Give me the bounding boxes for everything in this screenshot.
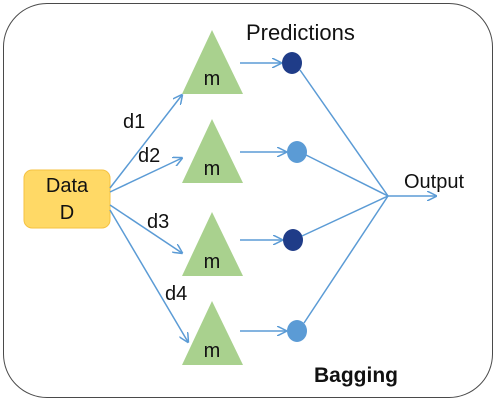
- data-box-label-line1: Data: [46, 175, 89, 197]
- subset-arrow-1: [109, 95, 182, 189]
- bagging-label: Bagging: [314, 364, 398, 387]
- model-label-1: m: [204, 68, 221, 90]
- aggregate-line-4: [303, 195, 389, 324]
- prediction-circle-1: [282, 52, 302, 74]
- subset-arrow-4: [109, 209, 188, 342]
- model-label-3: m: [204, 251, 221, 273]
- prediction-circle-2: [287, 141, 307, 163]
- model-triangle-4: [182, 301, 243, 365]
- subset-label-d1: d1: [123, 111, 145, 133]
- prediction-circle-3: [283, 229, 303, 251]
- predictions-label: Predictions: [246, 20, 355, 45]
- subset-label-d3: d3: [147, 211, 169, 233]
- data-box-label-line2: D: [60, 202, 74, 224]
- subset-label-d2: d2: [138, 145, 160, 167]
- subset-arrow-2: [109, 158, 182, 193]
- aggregate-line-3: [301, 195, 389, 237]
- model-label-2: m: [204, 158, 221, 180]
- model-triangle-1: [182, 30, 243, 94]
- aggregate-line-2: [305, 154, 389, 197]
- output-label: Output: [404, 171, 464, 193]
- aggregate-line-1: [299, 69, 389, 197]
- data-box: [23, 169, 111, 229]
- model-label-4: m: [204, 340, 221, 362]
- subset-label-d4: d4: [165, 283, 187, 305]
- model-triangle-2: [182, 119, 243, 183]
- subset-arrow-3: [109, 204, 182, 253]
- model-triangle-3: [182, 212, 243, 276]
- prediction-circle-4: [287, 320, 307, 342]
